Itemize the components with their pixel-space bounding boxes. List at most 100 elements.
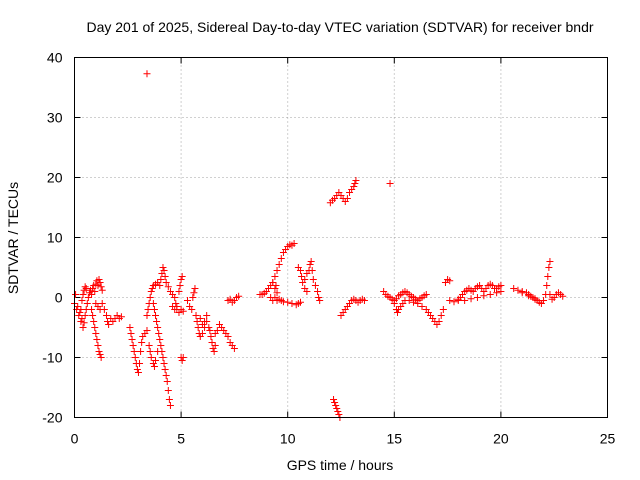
data-point [296,298,304,306]
data-point [191,285,199,292]
data-point [79,291,87,298]
data-point [179,354,187,361]
data-point [497,288,505,295]
y-tick-label: 0 [55,290,63,306]
data-point [330,396,338,403]
data-point [435,318,443,325]
data-point [133,366,141,373]
x-tick-label: 15 [387,431,403,447]
data-point [127,330,135,337]
data-point [172,300,180,307]
data-point [163,378,171,385]
data-point [150,306,158,313]
data-point [160,267,168,274]
data-point [155,330,163,337]
data-point [153,318,161,325]
data-point [129,342,137,349]
data-point [193,318,201,325]
data-point [333,405,341,412]
data-point [473,294,481,301]
data-point [351,180,359,187]
data-point [171,294,179,301]
data-point [98,300,106,307]
data-point [308,267,316,274]
data-point [148,285,156,292]
data-point [164,283,172,291]
data-point [446,297,454,304]
data-point [405,297,413,304]
data-point [343,195,351,202]
data-point [179,307,187,315]
data-point [145,342,153,349]
data-point [94,342,102,349]
data-point [437,312,445,319]
data-points [71,70,567,421]
data-point [192,312,200,319]
data-point [76,309,84,316]
data-point [360,297,368,304]
data-point [480,292,488,300]
data-point [126,324,134,331]
data-point [130,348,138,355]
data-point [165,396,173,403]
data-point [152,312,160,319]
data-point [409,298,417,306]
data-point [147,354,155,361]
data-point [144,306,152,313]
data-point [298,273,306,280]
data-point [461,297,469,304]
data-point [137,348,145,355]
data-point [143,327,151,334]
y-tick-label: 30 [47,110,63,126]
data-point [386,180,394,187]
data-point [450,298,458,306]
data-point [77,306,85,313]
data-point [393,309,401,316]
data-point [176,282,184,289]
data-point [136,360,144,367]
data-point [156,336,164,343]
data-point [314,288,322,295]
x-tick-label: 0 [71,431,79,447]
data-point [543,282,551,289]
data-point [213,327,221,334]
data-point [92,330,100,337]
data-point [152,357,160,364]
data-point [190,289,198,297]
data-point [146,294,154,301]
data-point [160,360,168,367]
data-point [77,318,85,325]
data-point [311,282,319,289]
data-point [158,348,166,355]
data-point [290,240,298,247]
data-point [178,273,186,280]
data-point [510,285,518,292]
data-point [95,276,103,283]
data-point [96,351,104,358]
data-point [332,402,340,409]
data-point [201,318,209,325]
data-point [159,264,167,271]
data-point [143,70,151,78]
data-point [78,297,86,304]
data-point [88,291,96,298]
data-point [84,294,92,301]
data-point [80,319,88,327]
data-point [100,306,108,313]
data-point [546,258,554,265]
data-point [288,300,296,307]
data-point [162,372,170,379]
data-point [273,289,281,297]
data-point [150,363,158,370]
data-point [544,273,552,280]
data-point [315,294,323,301]
data-point [518,289,526,297]
data-point [269,279,277,286]
data-point [134,369,142,376]
data-point [157,342,165,349]
data-point [208,339,216,346]
data-point [90,318,98,325]
data-point [74,303,82,310]
data-point [91,324,99,331]
